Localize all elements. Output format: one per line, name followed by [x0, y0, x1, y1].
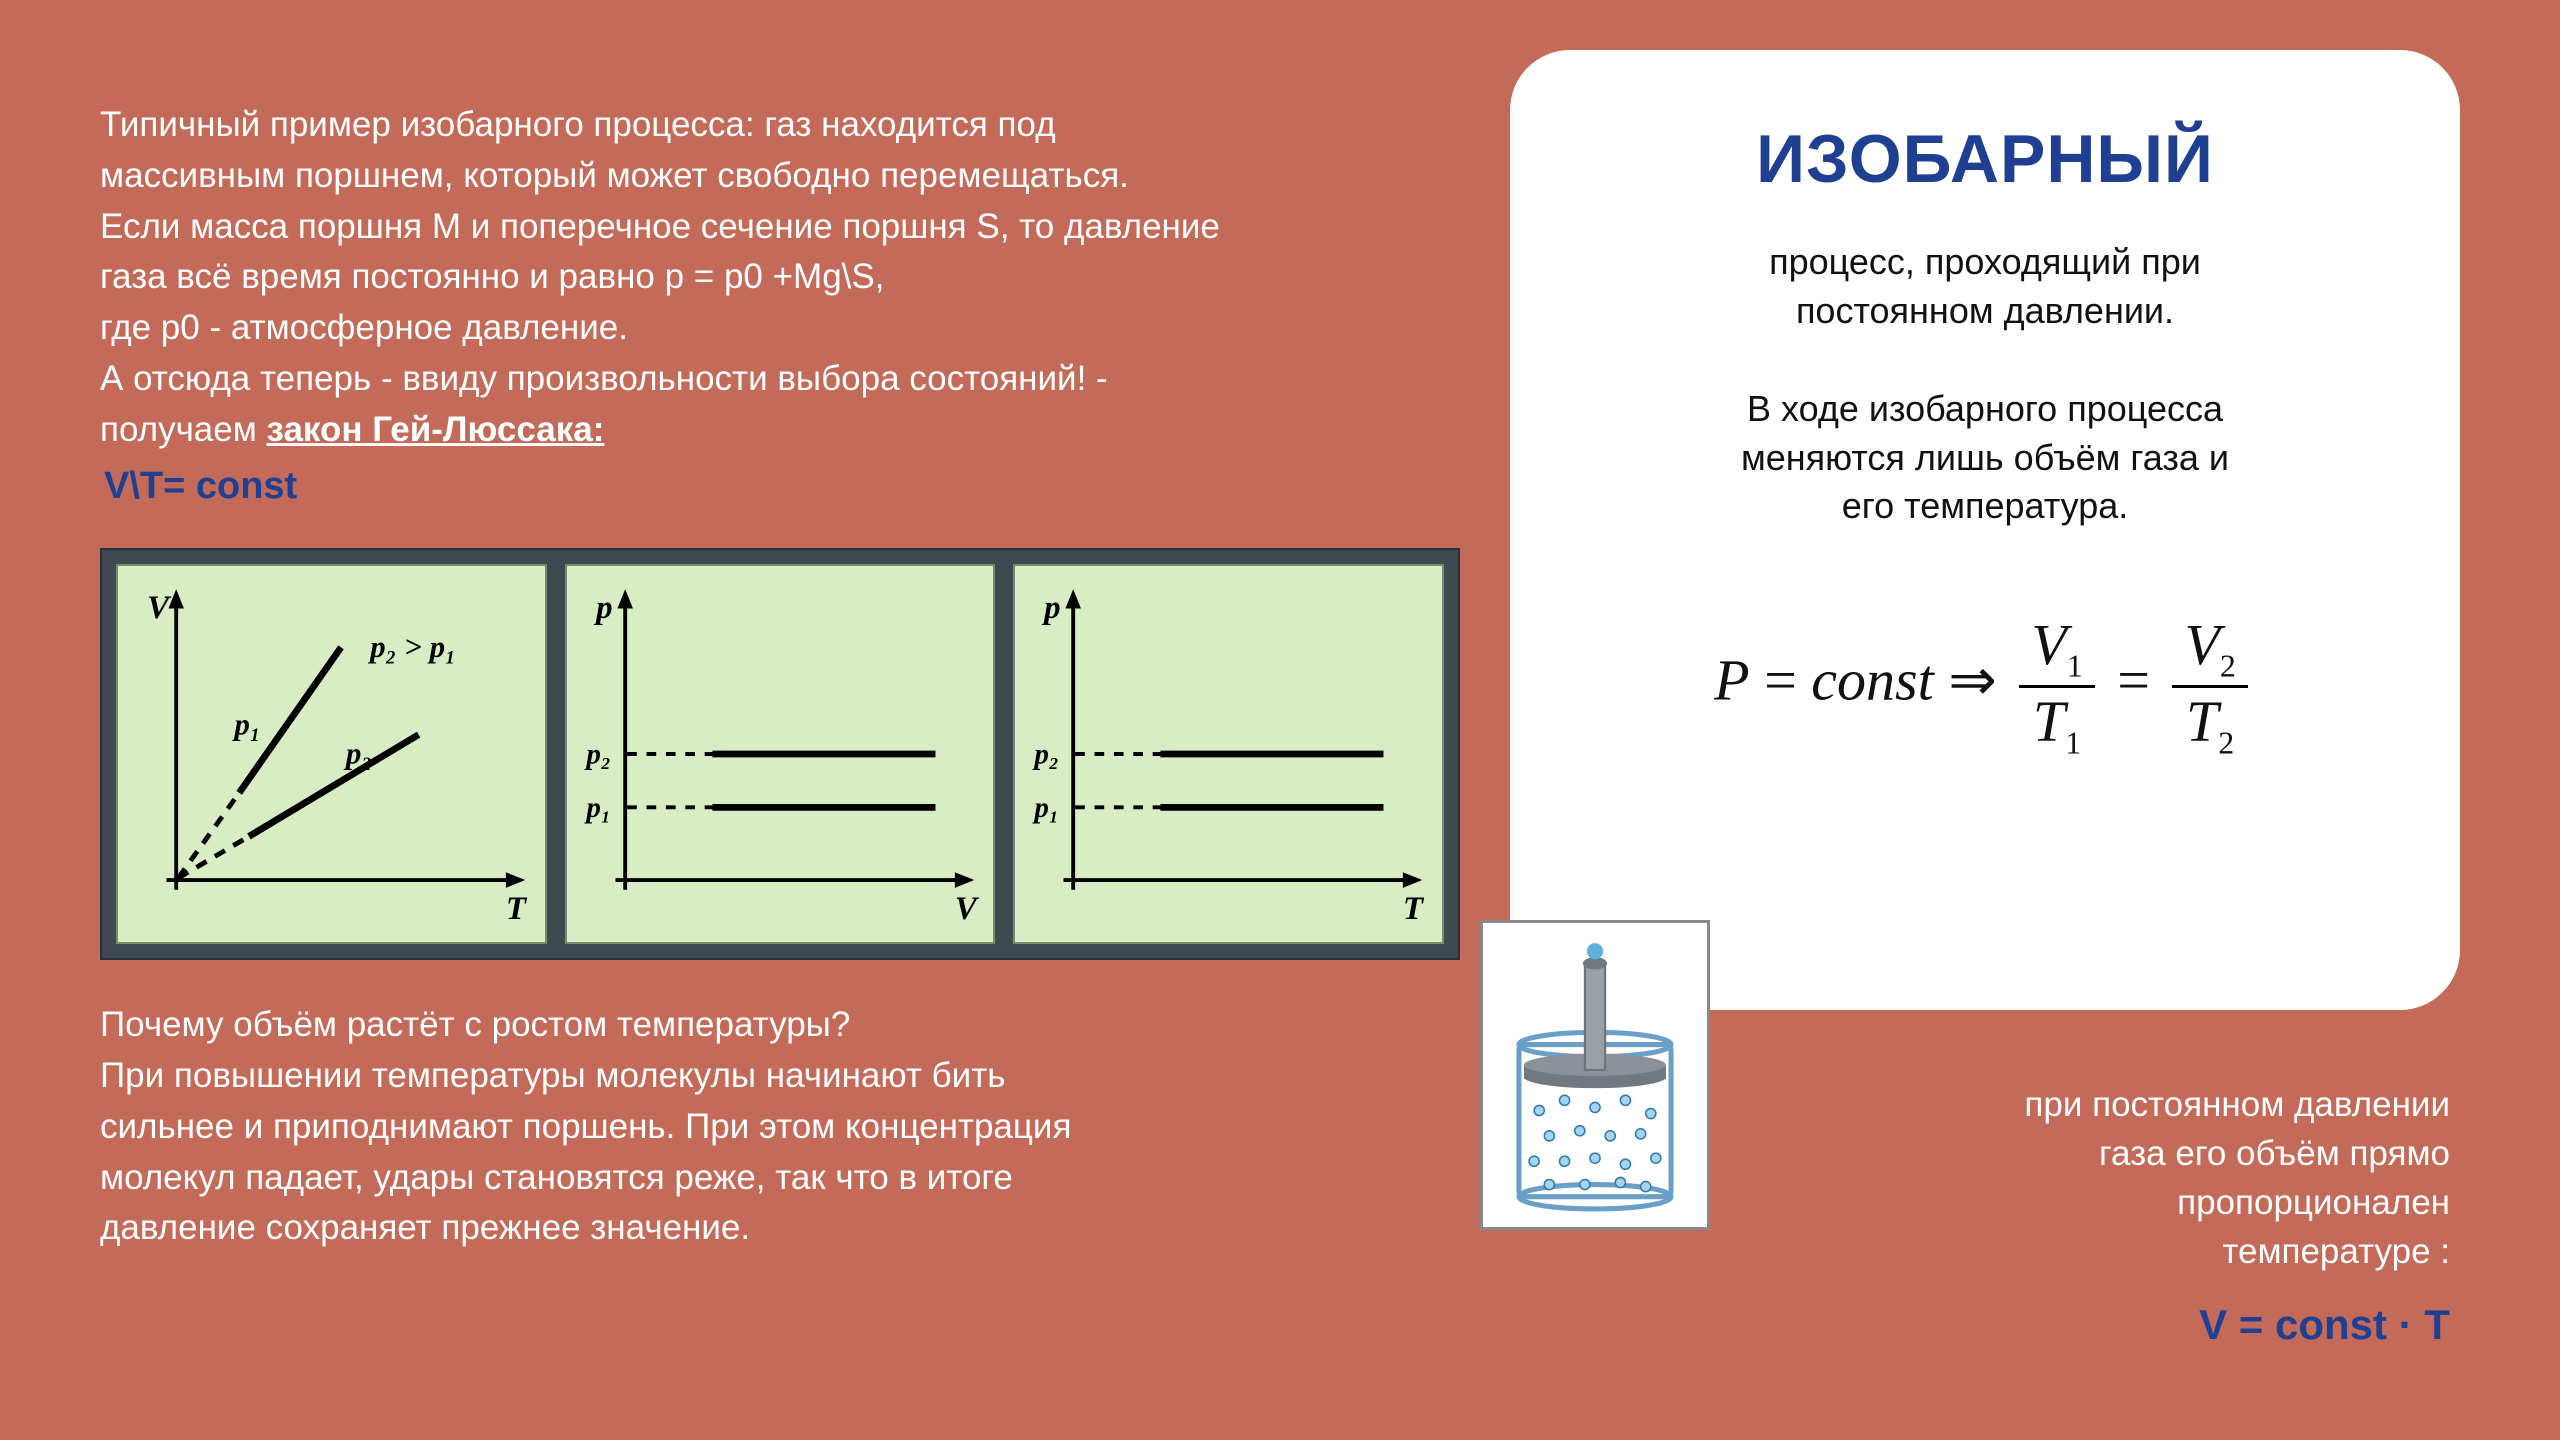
intro-line-4: газа всё время постоянно и равно p = p0 …	[100, 257, 884, 296]
eq-sub-1a: 1	[2067, 649, 2083, 684]
chart-v-vs-t: V T p₁ p₂ p₂ > p₁	[116, 564, 547, 944]
chart-row: V T p₁ p₂ p₂ > p₁ p V	[100, 548, 1460, 960]
intro-line-2: массивным поршнем, который может свободн…	[100, 156, 1129, 195]
br-l4: температуре :	[2222, 1232, 2450, 1271]
intro-line-7a: получаем	[100, 410, 267, 449]
svg-text:p₁: p₁	[583, 792, 611, 824]
br-l3: пропорционален	[2177, 1183, 2450, 1222]
card-desc-1: процесс, проходящий при постоянном давле…	[1570, 238, 2400, 335]
card-title: ИЗОБАРНЫЙ	[1570, 120, 2400, 198]
card-desc-2-l1: В ходе изобарного процесса	[1747, 388, 2223, 429]
eq-equals-2: =	[2117, 647, 2164, 712]
eq-V1: V	[2031, 612, 2066, 677]
vt-const-formula: V\T= const	[104, 465, 1450, 508]
eq-V2: V	[2184, 612, 2219, 677]
svg-text:p₁: p₁	[1032, 792, 1060, 824]
br-l1: при постоянном давлении	[2024, 1085, 2450, 1124]
svg-text:p₂ > p₁: p₂ > p₁	[367, 629, 456, 664]
eq-sub-2b: 2	[2218, 725, 2234, 760]
intro-line-1: Типичный пример изобарного процесса: газ…	[100, 105, 1056, 144]
eq-frac-1: V1 T1	[2019, 611, 2094, 761]
intro-line-3: Если масса поршня M и поперечное сечение…	[100, 207, 1220, 246]
svg-text:T: T	[1403, 891, 1425, 927]
card-desc-2-l2: меняются лишь объём газа и	[1741, 437, 2229, 478]
intro-paragraph: Типичный пример изобарного процесса: газ…	[100, 100, 1450, 455]
answer-line-4: давление сохраняет прежнее значение.	[100, 1208, 750, 1247]
eq-sub-2a: 2	[2220, 649, 2236, 684]
eq-frac-2: V2 T2	[2172, 611, 2247, 761]
card-desc-1-l1: процесс, проходящий при	[1769, 241, 2201, 282]
explanation-paragraph: Почему объём растёт с ростом температуры…	[100, 1000, 1450, 1254]
eq-equals-1: =	[1750, 647, 1812, 712]
svg-text:T: T	[506, 891, 528, 927]
intro-line-5: где p0 - атмосферное давление.	[100, 308, 628, 347]
eq-const: const	[1811, 647, 1933, 712]
svg-text:p₂: p₂	[343, 736, 372, 771]
svg-text:p: p	[593, 590, 612, 626]
eq-arrow: ⇒	[1934, 647, 2012, 712]
piston-diagram	[1480, 920, 1710, 1230]
card-desc-2: В ходе изобарного процесса меняются лишь…	[1570, 385, 2400, 531]
svg-text:V: V	[955, 891, 980, 927]
card-desc-1-l2: постоянном давлении.	[1796, 290, 2174, 331]
card-desc-2-l3: его температура.	[1842, 485, 2129, 526]
intro-line-6: А отсюда теперь - ввиду произвольности в…	[100, 359, 1108, 398]
chart-p-vs-v: p V p₂ p₁	[565, 564, 996, 944]
eq-T2: T	[2186, 689, 2218, 754]
eq-T1: T	[2033, 689, 2065, 754]
answer-line-3: молекул падает, удары становятся реже, т…	[100, 1158, 1013, 1197]
svg-text:p: p	[1041, 590, 1060, 626]
svg-text:p₂: p₂	[583, 739, 611, 771]
answer-line-2: сильнее и приподнимают поршень. При этом…	[100, 1107, 1071, 1146]
svg-text:p₂: p₂	[1032, 739, 1060, 771]
answer-line-1: При повышении температуры молекулы начин…	[100, 1056, 1005, 1095]
left-column: Типичный пример изобарного процесса: газ…	[100, 100, 1450, 1254]
eq-sub-1b: 1	[2065, 725, 2081, 760]
svg-text:V: V	[147, 590, 172, 626]
eq-P: P	[1714, 647, 1749, 712]
chart-p-vs-t: p T p₂ p₁	[1013, 564, 1444, 944]
bottom-right-text: при постоянном давлении газа его объём п…	[1810, 1080, 2450, 1355]
question-line: Почему объём растёт с ростом температуры…	[100, 1005, 850, 1044]
gay-lussac-law-link: закон Гей-Люссака:	[267, 410, 605, 449]
main-equation: P = const ⇒ V1 T1 = V2 T2	[1570, 611, 2400, 761]
br-l2: газа его объём прямо	[2099, 1134, 2450, 1173]
svg-text:p₁: p₁	[231, 707, 260, 742]
v-const-t-formula: V = const · T	[1810, 1296, 2450, 1355]
definition-card: ИЗОБАРНЫЙ процесс, проходящий при постоя…	[1510, 50, 2460, 1010]
